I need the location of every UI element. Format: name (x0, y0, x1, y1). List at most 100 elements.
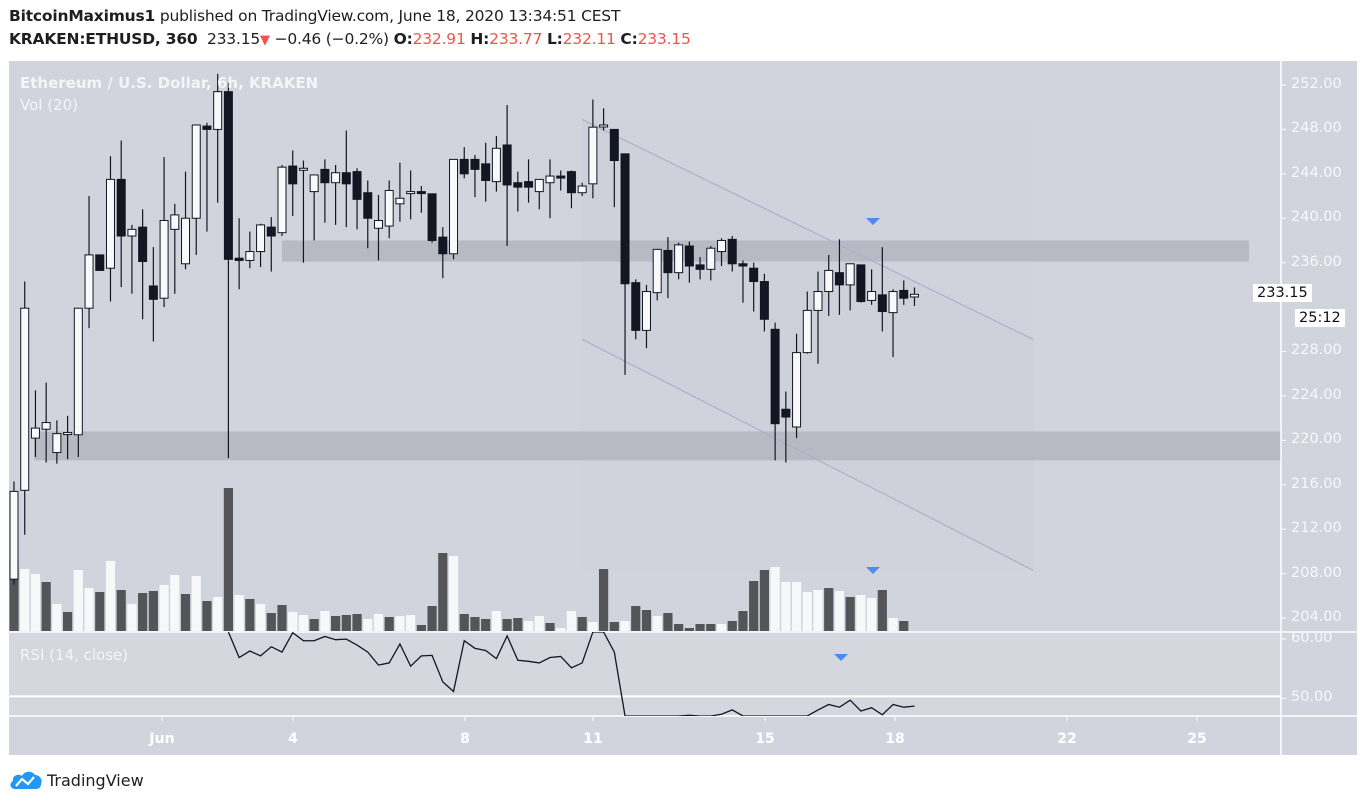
volume-bar (684, 628, 694, 631)
time-axis-label: 18 (885, 731, 905, 747)
price-axis-label: 252.00 (1291, 76, 1342, 92)
chart-canvas[interactable] (9, 61, 1357, 755)
volume-bar (738, 611, 748, 631)
close-label: C: (620, 30, 638, 48)
volume-bar (116, 590, 126, 631)
volume-bar (138, 593, 148, 631)
candle-down (856, 264, 866, 303)
volume-bar (513, 618, 523, 631)
price-change: −0.46 (−0.2%) (274, 30, 389, 48)
candle-up (245, 251, 255, 261)
chart-container[interactable]: Ethereum / U.S. Dollar, 6h, KRAKEN Vol (… (9, 61, 1357, 755)
rsi-line (227, 632, 915, 716)
price-axis-label: 208.00 (1291, 564, 1342, 581)
candle-up (491, 147, 501, 183)
last-price-tag: 233.15 (1253, 284, 1312, 303)
volume-bar (652, 616, 662, 631)
time-axis-label: 4 (288, 731, 298, 747)
volume-bar (352, 614, 362, 631)
candle-down (834, 272, 844, 286)
price-axis-label: 220.00 (1291, 431, 1342, 448)
candle-up (395, 197, 405, 205)
candle-up (717, 239, 727, 253)
time-axis-label: Jun (149, 731, 175, 747)
volume-bar (298, 615, 309, 631)
volume-bar (127, 604, 137, 631)
rsi-legend[interactable]: RSI (14, close) (20, 646, 129, 664)
brand-name[interactable]: TradingView (47, 770, 144, 790)
candle-down (427, 193, 437, 241)
volume-bar (459, 614, 469, 631)
volume-bar (481, 619, 491, 631)
volume-bar (577, 617, 587, 631)
price-axis-label: 204.00 (1291, 608, 1342, 625)
volume-bar (867, 598, 877, 631)
volume-bar (534, 616, 544, 631)
resistance-zone (282, 240, 1249, 262)
volume-bar (245, 599, 255, 631)
countdown-tag: 25:12 (1295, 309, 1345, 328)
volume-bar (781, 582, 791, 631)
candle-up (256, 224, 266, 253)
candle-up (406, 191, 416, 195)
volume-bar (223, 488, 233, 631)
volume-bar (556, 628, 566, 631)
candle-up (181, 217, 191, 265)
volume-legend[interactable]: Vol (20) (20, 96, 79, 114)
volume-bar (202, 601, 212, 631)
footer: TradingView (9, 769, 144, 791)
symbol-info: KRAKEN:ETHUSD, 360 233.15▼ −0.46 (−0.2%)… (9, 30, 691, 48)
candle-down (524, 181, 534, 188)
volume-bar (427, 606, 437, 631)
volume-bar (856, 595, 866, 631)
price-axis-label: 228.00 (1291, 342, 1342, 359)
volume-arrow-down-icon (866, 567, 880, 574)
candle-down (341, 172, 351, 185)
candle-up (674, 244, 684, 274)
author-name[interactable]: BitcoinMaximus1 (9, 7, 156, 25)
pane-title: Ethereum / U.S. Dollar, 6h, KRAKEN (20, 74, 319, 92)
candle-down (663, 249, 673, 274)
candle-down (438, 236, 448, 255)
volume-bar (545, 623, 555, 631)
candle-up (813, 291, 823, 311)
candle-up (824, 269, 834, 293)
high-label: H: (470, 30, 490, 48)
low-value: 232.11 (562, 30, 616, 48)
candle-up (73, 307, 83, 436)
candle-up (63, 432, 73, 436)
last-price: 233.15 (206, 30, 261, 48)
volume-bar (770, 567, 780, 631)
candle-up (577, 185, 587, 194)
volume-bar (716, 624, 727, 631)
volume-bar (309, 619, 319, 631)
volume-bar (341, 615, 351, 631)
volume-bar (791, 582, 802, 631)
candle-down (266, 226, 276, 237)
tradingview-cloud-icon (10, 771, 42, 789)
candle-down (684, 245, 694, 267)
price-axis-bg (1281, 61, 1357, 755)
time-axis-label: 25 (1187, 731, 1207, 747)
candle-down (481, 163, 491, 181)
candle-up (588, 126, 598, 185)
volume-bar (631, 606, 641, 631)
time-axis-label: 15 (755, 731, 775, 747)
volume-bar (255, 604, 266, 631)
down-triangle-icon: ▼ (260, 33, 270, 48)
volume-bar (213, 597, 223, 631)
candle-down (138, 226, 148, 263)
price-axis-label: 240.00 (1291, 209, 1342, 226)
candle-down (95, 254, 105, 271)
candle-up (802, 309, 812, 354)
candle-up (909, 293, 919, 298)
volume-bar (877, 590, 887, 631)
candle-down (899, 289, 909, 299)
channel-upper-line (581, 118, 1034, 340)
volume-bar (663, 613, 673, 631)
volume-bar (523, 621, 534, 631)
candle-down (759, 281, 769, 320)
volume-bar (641, 610, 652, 631)
candle-up (331, 172, 341, 184)
candle-up (641, 291, 651, 331)
